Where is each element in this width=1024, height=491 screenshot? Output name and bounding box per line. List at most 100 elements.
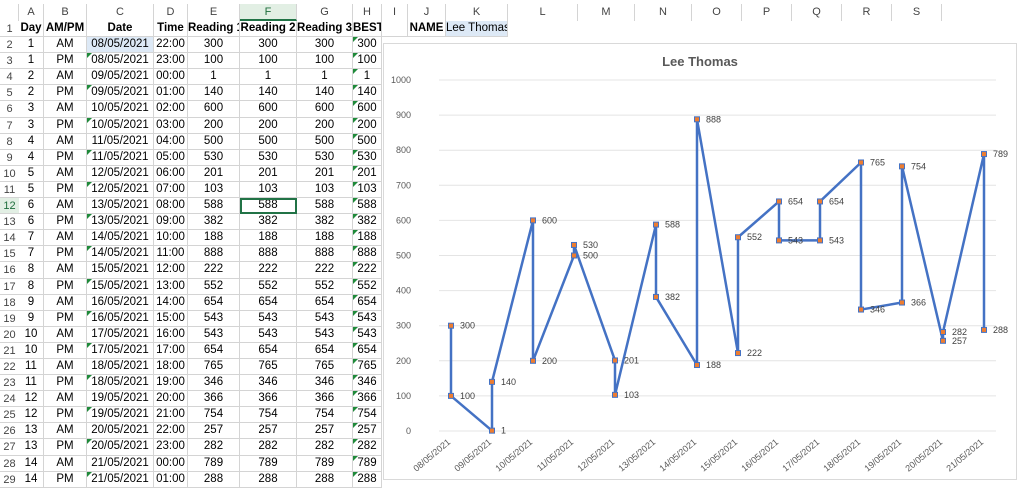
data-cell[interactable]: 10/05/2021 bbox=[87, 117, 154, 134]
data-cell[interactable]: 500 bbox=[297, 133, 353, 150]
data-cell[interactable]: 654 bbox=[297, 342, 353, 359]
data-cell[interactable]: AM bbox=[44, 358, 87, 376]
data-cell[interactable]: 17/05/2021 bbox=[87, 326, 154, 343]
data-cell[interactable]: 382 bbox=[297, 214, 353, 231]
column-header-i[interactable]: I bbox=[382, 4, 408, 21]
data-cell[interactable]: 21/05/2021 bbox=[87, 455, 154, 472]
data-cell[interactable]: 257 bbox=[188, 423, 240, 440]
header-cell[interactable]: Reading 1 bbox=[188, 21, 240, 38]
data-cell[interactable]: 8 bbox=[19, 278, 44, 295]
data-cell[interactable]: 14:00 bbox=[154, 294, 188, 311]
data-cell[interactable]: 5 bbox=[19, 181, 44, 199]
column-header-g[interactable]: G bbox=[297, 4, 353, 21]
name-label[interactable]: NAME bbox=[408, 21, 446, 38]
column-header-f[interactable]: F bbox=[240, 4, 297, 21]
data-cell[interactable]: 346 bbox=[297, 375, 353, 392]
data-cell[interactable]: 282 bbox=[188, 439, 240, 456]
column-header-a[interactable]: A bbox=[19, 4, 44, 21]
row-header-14[interactable]: 14 bbox=[0, 230, 19, 247]
data-cell[interactable]: 888 bbox=[188, 246, 240, 263]
data-cell[interactable]: 222 bbox=[353, 262, 382, 279]
data-cell[interactable]: 654 bbox=[188, 342, 240, 359]
row-header-3[interactable]: 3 bbox=[0, 53, 19, 70]
data-cell[interactable]: 1 bbox=[19, 53, 44, 70]
data-cell[interactable]: 765 bbox=[188, 358, 240, 376]
data-cell[interactable]: 222 bbox=[188, 262, 240, 279]
data-cell[interactable]: 22:00 bbox=[154, 423, 188, 440]
data-cell[interactable]: AM bbox=[44, 69, 87, 86]
data-cell[interactable]: 9 bbox=[19, 294, 44, 311]
data-cell[interactable]: 103 bbox=[353, 181, 382, 199]
data-cell[interactable]: 366 bbox=[188, 391, 240, 408]
data-cell[interactable]: 00:00 bbox=[154, 69, 188, 86]
data-cell[interactable]: 04:00 bbox=[154, 133, 188, 150]
data-cell[interactable]: 346 bbox=[240, 375, 297, 392]
data-cell[interactable]: 654 bbox=[240, 342, 297, 359]
data-cell[interactable]: 13/05/2021 bbox=[87, 198, 154, 215]
data-cell[interactable]: 09:00 bbox=[154, 214, 188, 231]
data-cell[interactable]: 14 bbox=[19, 471, 44, 488]
data-cell[interactable]: 7 bbox=[19, 230, 44, 247]
data-cell[interactable]: 754 bbox=[297, 407, 353, 424]
data-cell[interactable]: 10:00 bbox=[154, 230, 188, 247]
data-cell[interactable]: 765 bbox=[353, 358, 382, 376]
data-cell[interactable]: 12/05/2021 bbox=[87, 181, 154, 199]
data-cell[interactable]: 14/05/2021 bbox=[87, 246, 154, 263]
column-header-e[interactable]: E bbox=[188, 4, 240, 21]
data-cell[interactable]: 9 bbox=[19, 310, 44, 327]
data-cell[interactable]: 6 bbox=[19, 198, 44, 215]
data-cell[interactable]: 222 bbox=[297, 262, 353, 279]
data-cell[interactable]: 300 bbox=[240, 37, 297, 54]
data-cell[interactable]: 654 bbox=[240, 294, 297, 311]
data-cell[interactable]: 789 bbox=[353, 455, 382, 472]
data-cell[interactable]: 23:00 bbox=[154, 53, 188, 70]
data-cell[interactable]: 188 bbox=[297, 230, 353, 247]
data-cell[interactable]: PM bbox=[44, 471, 87, 488]
data-cell[interactable]: 500 bbox=[353, 133, 382, 150]
row-header-13[interactable]: 13 bbox=[0, 214, 19, 231]
data-cell[interactable]: 300 bbox=[297, 37, 353, 54]
data-cell[interactable]: 01:00 bbox=[154, 471, 188, 488]
row-header-2[interactable]: 2 bbox=[0, 37, 19, 54]
data-cell[interactable]: 14 bbox=[19, 455, 44, 472]
data-cell[interactable]: 765 bbox=[240, 358, 297, 376]
data-cell[interactable]: 10 bbox=[19, 342, 44, 359]
data-cell[interactable]: 12 bbox=[19, 391, 44, 408]
data-cell[interactable]: 257 bbox=[297, 423, 353, 440]
data-cell[interactable]: AM bbox=[44, 294, 87, 311]
header-cell[interactable]: Time bbox=[154, 21, 188, 38]
row-header-12[interactable]: 12 bbox=[0, 198, 19, 215]
data-cell[interactable]: 08/05/2021 bbox=[87, 53, 154, 70]
data-cell[interactable]: 288 bbox=[297, 471, 353, 488]
data-cell[interactable]: AM bbox=[44, 423, 87, 440]
data-cell[interactable]: 382 bbox=[353, 214, 382, 231]
row-header-27[interactable]: 27 bbox=[0, 439, 19, 456]
row-header-20[interactable]: 20 bbox=[0, 327, 19, 343]
header-cell[interactable]: Reading 3 bbox=[297, 21, 353, 38]
data-cell[interactable]: 1 bbox=[353, 69, 382, 86]
data-cell[interactable]: PM bbox=[44, 310, 87, 327]
data-cell[interactable]: 789 bbox=[188, 455, 240, 472]
data-cell[interactable]: 588 bbox=[353, 198, 382, 215]
column-header-o[interactable]: O bbox=[692, 4, 742, 21]
data-cell[interactable]: 1 bbox=[240, 69, 297, 86]
data-cell[interactable]: 346 bbox=[188, 375, 240, 392]
data-cell[interactable]: AM bbox=[44, 455, 87, 472]
data-cell[interactable]: PM bbox=[44, 246, 87, 263]
data-cell[interactable]: 5 bbox=[19, 165, 44, 182]
data-cell[interactable]: 200 bbox=[188, 117, 240, 134]
data-cell[interactable]: 201 bbox=[240, 165, 297, 182]
data-cell[interactable]: 257 bbox=[240, 423, 297, 440]
data-cell[interactable]: 543 bbox=[297, 310, 353, 327]
data-cell[interactable]: 600 bbox=[188, 101, 240, 118]
data-cell[interactable]: 17:00 bbox=[154, 342, 188, 359]
data-cell[interactable]: 13:00 bbox=[154, 278, 188, 295]
data-cell[interactable]: 1 bbox=[188, 69, 240, 86]
row-header-26[interactable]: 26 bbox=[0, 423, 19, 440]
data-cell[interactable]: 600 bbox=[240, 101, 297, 118]
data-cell[interactable]: 20/05/2021 bbox=[87, 423, 154, 440]
row-header-10[interactable]: 10 bbox=[0, 166, 19, 182]
data-cell[interactable]: 257 bbox=[353, 423, 382, 440]
row-header-29[interactable]: 29 bbox=[0, 472, 19, 488]
data-cell[interactable]: PM bbox=[44, 214, 87, 231]
